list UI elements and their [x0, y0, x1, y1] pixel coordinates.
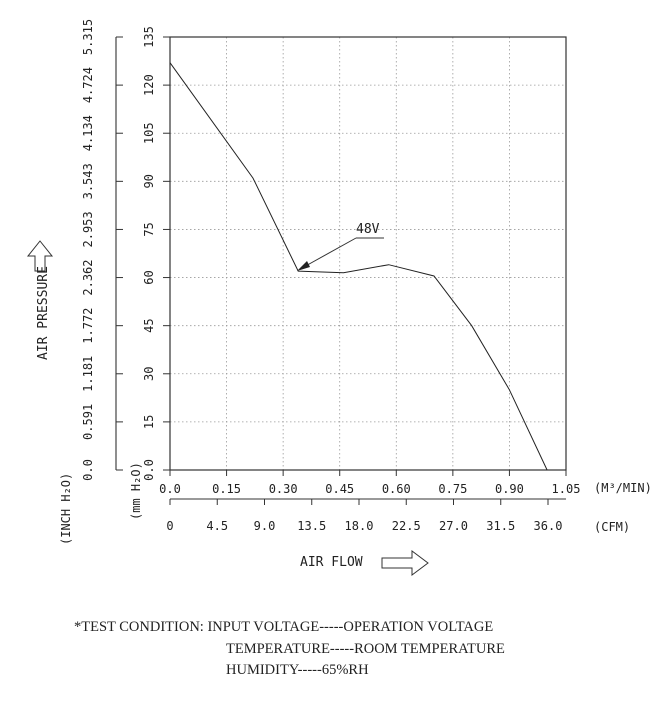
- x-tick-label: 0.90: [495, 482, 524, 496]
- y-tick-label: 45: [142, 318, 156, 332]
- arrow-right-icon: [381, 550, 429, 576]
- x-unit-label: (M³/MIN): [594, 481, 652, 495]
- y-axis-ticks: 0.0 15 30 45 60 75 90 105 120 135: [115, 26, 170, 481]
- y2-tick-label: 1.772: [81, 308, 95, 344]
- test-condition-line-1: *TEST CONDITION: INPUT VOLTAGE-----OPERA…: [74, 619, 494, 635]
- y-tick-label: 30: [142, 367, 156, 381]
- x2-tick-label: 31.5: [486, 519, 515, 533]
- test-condition-line-3: HUMIDITY-----65%RH: [226, 662, 369, 678]
- x-tick-label: 0.0: [159, 482, 181, 496]
- x2-unit-label: (CFM): [594, 520, 630, 534]
- y2-unit-label: (INCH H₂O): [59, 473, 73, 545]
- x2-tick-label: 13.5: [297, 519, 326, 533]
- arrow-up-icon: [26, 240, 54, 272]
- plot-frame: [169, 36, 567, 471]
- x2-tick-label: 0: [166, 519, 173, 533]
- y2-tick-label: 3.543: [81, 163, 95, 199]
- x-tick-label: 0.45: [325, 482, 354, 496]
- y-tick-label: 135: [142, 26, 156, 48]
- y-unit-label: (mm H₂O): [129, 462, 143, 520]
- x2-tick-label: 9.0: [254, 519, 276, 533]
- y-tick-label: 0.0: [142, 459, 156, 481]
- annotation-leader: [301, 237, 357, 269]
- grid: [170, 37, 566, 470]
- fan-performance-chart: 0.0 15 30 45 60 75 90 105 120 135 0.0 0.591 1.181 1.…: [26, 19, 652, 576]
- x-tick-label: 0.60: [382, 482, 411, 496]
- y2-tick-label: 2.362: [81, 259, 95, 295]
- annotation-label: 48V: [356, 222, 380, 237]
- x-tick-label: 0.30: [269, 482, 298, 496]
- series-line-48v: [169, 62, 548, 471]
- x-tick-label: 1.05: [552, 482, 581, 496]
- y2-tick-label: 5.315: [81, 19, 95, 55]
- x-axis-ticks: 0.0 0.15 0.30 0.45 0.60 0.75 0.90 1.05: [159, 470, 580, 496]
- x2-axis-ticks: 0 4.5 9.0 13.5 18.0 22.5 27.0 31.5 36.0: [166, 499, 562, 533]
- y2-tick-label: 4.134: [81, 115, 95, 151]
- x-axis-title: AIR FLOW: [300, 555, 363, 570]
- x-tick-label: 0.15: [212, 482, 241, 496]
- y2-tick-label: 4.724: [81, 67, 95, 103]
- annotation-arrowhead-icon: [297, 261, 310, 271]
- y-axis-title: AIR PRESSURE: [36, 266, 51, 360]
- y-tick-label: 90: [142, 174, 156, 188]
- test-condition-line-2: TEMPERATURE-----ROOM TEMPERATURE: [226, 641, 505, 657]
- y-tick-label: 15: [142, 415, 156, 429]
- x2-tick-label: 36.0: [534, 519, 563, 533]
- y-tick-label: 75: [142, 222, 156, 236]
- y2-tick-label: 2.953: [81, 211, 95, 247]
- y2-tick-label: 1.181: [81, 356, 95, 392]
- x2-tick-label: 27.0: [439, 519, 468, 533]
- x2-tick-label: 18.0: [345, 519, 374, 533]
- x2-tick-label: 4.5: [206, 519, 228, 533]
- y-tick-label: 60: [142, 270, 156, 284]
- y-tick-label: 105: [142, 122, 156, 144]
- y2-tick-label: 0.591: [81, 404, 95, 440]
- y2-axis-ticks: 0.0 0.591 1.181 1.772 2.362 2.953 3.543 4.134 4.…: [81, 19, 123, 481]
- x-tick-label: 0.75: [438, 482, 467, 496]
- x2-tick-label: 22.5: [392, 519, 421, 533]
- y2-tick-label: 0.0: [81, 459, 95, 481]
- y-tick-label: 120: [142, 74, 156, 96]
